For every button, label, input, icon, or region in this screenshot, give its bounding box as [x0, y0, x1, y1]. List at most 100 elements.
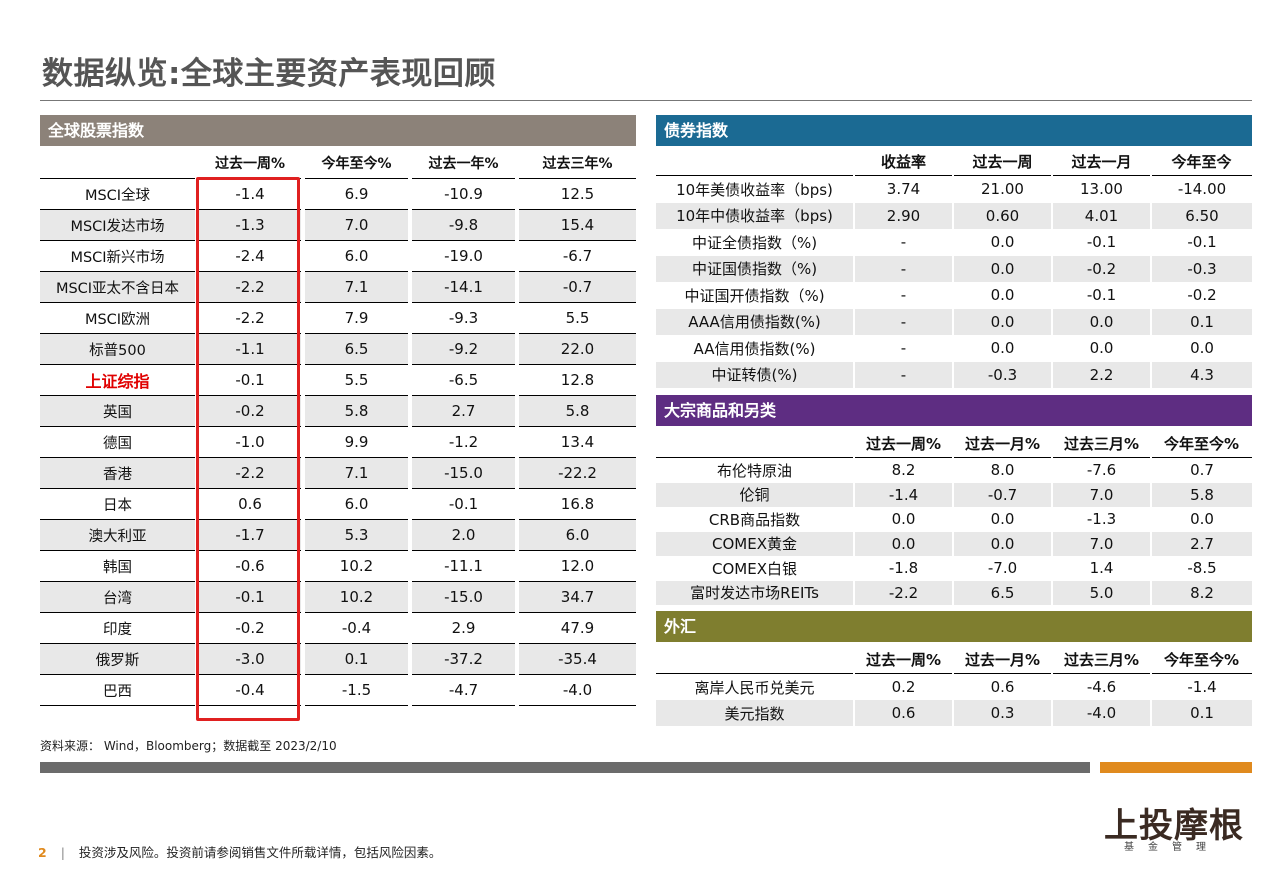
equity-row: 印度 -0.2 -0.4 2.9 47.9 [40, 612, 636, 644]
bond-row: 10年美债收益率（bps) 3.74 21.00 13.00 -14.00 [656, 175, 1252, 203]
commodities-value-cell: 6.5 [952, 580, 1052, 605]
equity-row-name: 英国 [40, 395, 195, 427]
column-gap [301, 302, 305, 334]
column-gap [408, 364, 412, 396]
bond-row: AAA信用债指数(%) -0.0 0.0 0.1 [656, 308, 1252, 335]
equity-value-cell: 5.3 [305, 519, 408, 551]
commodities-value-cell: 0.0 [853, 507, 953, 532]
equity-row-name: MSCI新兴市场 [40, 240, 195, 272]
equity-row: 香港 -2.2 7.1 -15.0 -22.2 [40, 457, 636, 489]
column-gap [515, 457, 519, 489]
equity-value-cell: -9.3 [412, 302, 515, 334]
equity-value-cell: 47.9 [519, 612, 636, 644]
equity-value-cell: -4.0 [519, 674, 636, 706]
bond-value-cell: - [853, 308, 953, 335]
commodities-value-cell: 8.2 [853, 457, 953, 483]
column-gap [408, 209, 412, 241]
column-gap [515, 643, 519, 675]
column-gap [408, 612, 412, 644]
equity-value-cell: 7.9 [305, 302, 408, 334]
equity-value-cell: -9.8 [412, 209, 515, 241]
fx-row: 美元指数 0.6 0.3 -4.0 0.1 [656, 700, 1252, 726]
equity-row: 日本 0.6 6.0 -0.1 16.8 [40, 488, 636, 520]
bond-value-cell: 0.0 [952, 308, 1052, 335]
equity-value-cell: -2.2 [199, 271, 301, 303]
equity-row-name: MSCI全球 [40, 178, 195, 210]
equity-row-name: MSCI欧洲 [40, 302, 195, 334]
fx-value-cell: 0.1 [1150, 700, 1252, 726]
bond-value-cell: 0.0 [1051, 335, 1151, 362]
commodities-col-week: 过去一周% [865, 434, 942, 453]
commodities-value-cell: -0.7 [952, 482, 1052, 507]
bond-row-name: 中证国债指数（%) [656, 255, 854, 282]
bond-row: 10年中债收益率（bps) 2.90 0.60 4.01 6.50 [656, 202, 1252, 229]
bond-row-name: 中证转债(%) [656, 361, 854, 388]
footer: 2 | 投资涉及风险。投资前请参阅销售文件所载详情，包括风险因素。 [38, 842, 441, 861]
commodities-value-cell: 7.0 [1051, 482, 1151, 507]
equity-col-3y: 过去三年% [542, 156, 613, 172]
equity-value-cell: -1.7 [199, 519, 301, 551]
column-gap [408, 240, 412, 272]
bond-table: 收益率 过去一周 过去一月 今年至今 10年美债收益率（bps) 3.74 21.0… [656, 148, 1252, 388]
column-gap [515, 581, 519, 613]
equity-value-cell: 6.0 [305, 488, 408, 520]
fx-col-3m: 过去三月% [1063, 650, 1140, 669]
bond-value-cell: 0.0 [952, 255, 1052, 282]
commodities-row: COMEX白银 -1.8 -7.0 1.4 -8.5 [656, 556, 1252, 581]
commodities-value-cell: 0.0 [1150, 507, 1252, 532]
commodities-value-cell: -1.8 [853, 556, 953, 581]
equity-row-name: MSCI亚太不含日本 [40, 271, 195, 303]
equity-value-cell: -1.5 [305, 674, 408, 706]
equity-value-cell: 5.5 [519, 302, 636, 334]
bond-row-name: 10年中债收益率（bps) [656, 202, 854, 229]
commodities-row-name: 布伦特原油 [656, 457, 854, 483]
equity-value-cell: -9.2 [412, 333, 515, 365]
column-gap [301, 364, 305, 396]
bond-value-cell: -0.2 [1150, 282, 1252, 309]
commodities-value-cell: 7.0 [1051, 531, 1151, 556]
bond-row-name: AAA信用债指数(%) [656, 308, 854, 335]
column-gap [408, 302, 412, 334]
equity-value-cell: 12.8 [519, 364, 636, 396]
bond-value-cell: 0.0 [952, 335, 1052, 362]
column-gap [301, 209, 305, 241]
bond-value-cell: 6.50 [1150, 202, 1252, 229]
bond-row-name: 中证全债指数（%) [691, 233, 818, 252]
commodities-row: 伦铜 -1.4 -0.7 7.0 5.8 [656, 482, 1252, 507]
column-gap [515, 209, 519, 241]
commodities-col-3m: 过去三月% [1063, 434, 1140, 453]
fx-header-row: 过去一周% 过去一月% 过去三月% 今年至今% [656, 645, 1252, 674]
equity-value-cell: 9.9 [305, 426, 408, 458]
equity-value-cell: -3.0 [199, 643, 301, 675]
equity-row-name: 上证综指 [40, 364, 195, 396]
equity-col-ytd: 今年至今% [321, 156, 392, 172]
bond-value-cell: -0.3 [952, 361, 1052, 388]
equity-value-cell: 34.7 [519, 581, 636, 613]
bond-value-cell: - [853, 361, 953, 388]
equity-row-name: 巴西 [40, 674, 195, 706]
commodities-value-cell: 5.8 [1150, 482, 1252, 507]
column-gap [301, 178, 305, 210]
equity-value-cell: -0.2 [199, 612, 301, 644]
commodities-value-cell: 8.0 [952, 457, 1052, 483]
commodities-value-cell: 1.4 [1051, 556, 1151, 581]
company-logo: 上投摩根 [1104, 806, 1244, 846]
column-gap [301, 333, 305, 365]
fx-panel-header: 外汇 [656, 611, 1252, 642]
risk-disclaimer: 投资涉及风险。投资前请参阅销售文件所载详情，包括风险因素。 [78, 845, 442, 860]
equity-value-cell: 6.9 [305, 178, 408, 210]
bond-value-cell: - [853, 335, 953, 362]
column-gap [408, 488, 412, 520]
fx-col-ytd: 今年至今% [1163, 650, 1240, 669]
column-gap [515, 550, 519, 582]
bond-col-week: 过去一周 [972, 153, 1033, 171]
bond-value-cell: 0.1 [1150, 308, 1252, 335]
column-gap [301, 240, 305, 272]
bond-value-cell: 13.00 [1051, 175, 1151, 203]
equity-value-cell: 7.1 [305, 457, 408, 489]
equity-value-cell: -14.1 [412, 271, 515, 303]
equity-value-cell: -1.4 [199, 178, 301, 210]
column-gap [515, 333, 519, 365]
fx-row-name: 离岸人民币兑美元 [656, 673, 854, 700]
equity-row: 标普500 -1.1 6.5 -9.2 22.0 [40, 333, 636, 365]
